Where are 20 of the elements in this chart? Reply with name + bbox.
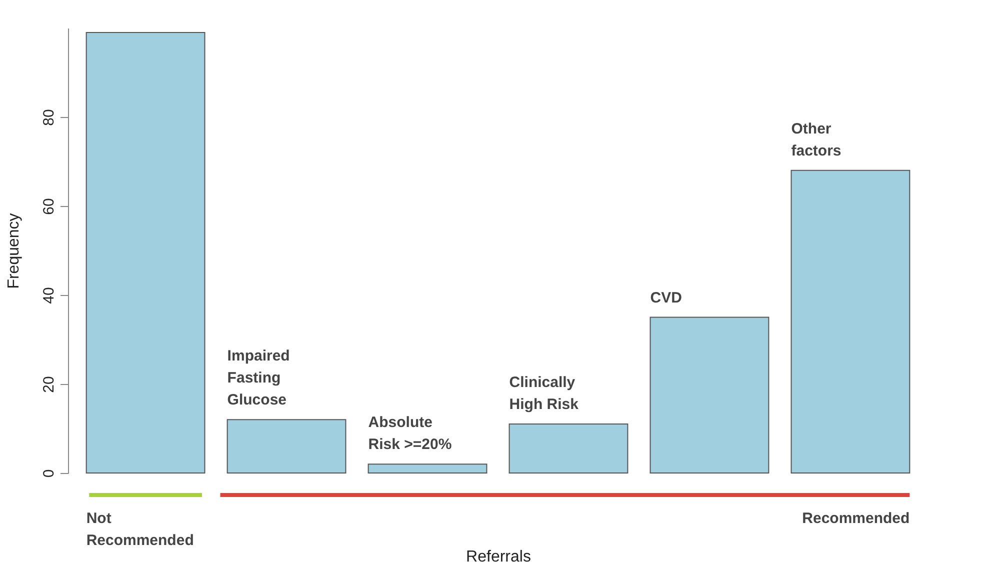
x-tick-label: Absolute Risk >=20% (368, 414, 452, 454)
y-tick-label: 60 (40, 198, 58, 215)
bar (508, 424, 628, 474)
x-axis-title: Referrals (466, 548, 531, 562)
x-tick-label: CVD (650, 289, 682, 306)
bar (790, 170, 910, 474)
bar (650, 316, 770, 474)
y-tick-label: 20 (40, 376, 58, 393)
bar (86, 32, 206, 474)
y-tick-label: 0 (40, 469, 58, 478)
text: Not Recommended (86, 510, 194, 549)
bar (368, 464, 488, 474)
x-tick-label: Other factors (791, 120, 842, 160)
x-tick-label: Clinically High Risk (509, 374, 580, 414)
x-tick-label: Impaired Fasting Glucose (227, 348, 290, 409)
text: Recommended (802, 510, 910, 527)
y-tick-label: 80 (40, 109, 58, 126)
bar (226, 419, 346, 474)
y-axis-title: Frequency (6, 213, 22, 289)
y-tick-label: 40 (40, 287, 58, 304)
